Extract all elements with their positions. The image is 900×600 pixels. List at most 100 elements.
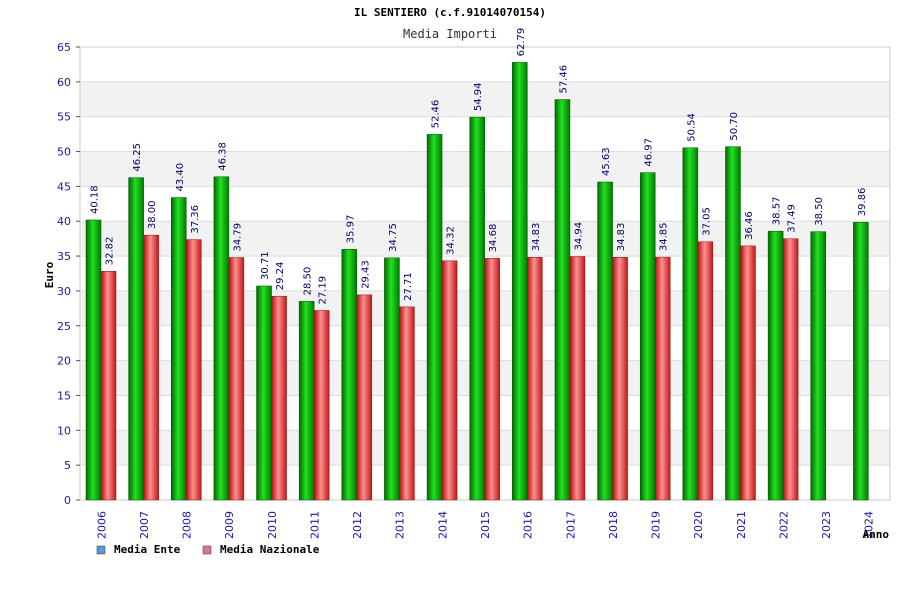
data-label: 38.57 bbox=[772, 197, 783, 226]
data-label: 37.05 bbox=[701, 207, 712, 236]
bar-media-ente bbox=[171, 197, 187, 501]
data-label: 46.97 bbox=[644, 138, 655, 167]
y-tick-label: 30 bbox=[57, 285, 71, 298]
x-tick-label: 2013 bbox=[394, 511, 407, 539]
bar-media-ente bbox=[85, 219, 102, 501]
bar-media-nazionale bbox=[527, 257, 543, 501]
bar-media-ente bbox=[256, 285, 272, 501]
bar-media-nazionale bbox=[143, 234, 159, 501]
x-axis-label: Anno bbox=[863, 528, 890, 541]
data-label: 54.94 bbox=[473, 82, 484, 111]
y-tick-label: 25 bbox=[57, 320, 71, 333]
data-label: 30.71 bbox=[260, 251, 271, 280]
x-tick-label: 2019 bbox=[650, 511, 663, 539]
bar-media-ente bbox=[767, 230, 784, 501]
y-tick-label: 60 bbox=[57, 76, 71, 89]
x-tick-label: 2012 bbox=[351, 511, 364, 539]
data-label: 34.32 bbox=[446, 226, 457, 255]
data-label: 43.40 bbox=[175, 163, 186, 192]
y-tick-label: 20 bbox=[57, 355, 71, 368]
bar-media-nazionale bbox=[399, 306, 415, 501]
x-tick-label: 2009 bbox=[223, 511, 236, 539]
bar-media-nazionale bbox=[782, 238, 799, 501]
x-tick-label: 2018 bbox=[607, 511, 620, 539]
data-label: 45.63 bbox=[601, 147, 612, 176]
bar-media-nazionale bbox=[484, 258, 500, 501]
bar-media-nazionale bbox=[740, 245, 756, 501]
data-label: 57.46 bbox=[558, 65, 569, 94]
bar-media-nazionale bbox=[271, 295, 287, 501]
bar-media-ente bbox=[725, 146, 741, 501]
bar-media-ente bbox=[128, 177, 144, 501]
bar-media-nazionale bbox=[100, 271, 117, 501]
y-tick-label: 15 bbox=[57, 389, 71, 402]
data-label: 29.24 bbox=[275, 262, 286, 291]
bar-media-nazionale bbox=[697, 241, 714, 501]
bar-media-ente bbox=[469, 116, 485, 501]
bar-media-ente bbox=[810, 231, 826, 501]
y-tick-label: 0 bbox=[64, 494, 71, 507]
data-label: 28.50 bbox=[303, 267, 314, 296]
bar-media-nazionale bbox=[569, 256, 586, 501]
bar-media-nazionale bbox=[313, 310, 330, 501]
data-label: 46.25 bbox=[132, 143, 143, 172]
chart-subtitle: Media Importi bbox=[403, 27, 497, 41]
y-tick-label: 65 bbox=[57, 41, 71, 54]
data-label: 40.18 bbox=[90, 185, 101, 214]
bar-media-ente bbox=[384, 257, 400, 501]
data-label: 38.00 bbox=[147, 201, 158, 230]
grid-band bbox=[80, 151, 890, 187]
data-label: 37.36 bbox=[190, 205, 201, 234]
data-label: 62.79 bbox=[516, 28, 527, 57]
data-label: 27.19 bbox=[318, 276, 329, 305]
x-tick-label: 2008 bbox=[181, 511, 194, 539]
y-tick-label: 40 bbox=[57, 215, 71, 228]
bar-media-nazionale bbox=[356, 294, 373, 501]
x-tick-label: 2023 bbox=[820, 511, 833, 539]
data-label: 46.38 bbox=[217, 142, 228, 171]
bar-media-nazionale bbox=[186, 239, 202, 501]
legend: Media Ente Media Nazionale bbox=[96, 543, 320, 556]
bar-media-ente bbox=[298, 301, 315, 501]
bar-media-nazionale bbox=[654, 256, 671, 501]
x-tick-label: 2017 bbox=[564, 511, 577, 539]
data-label: 37.49 bbox=[787, 204, 798, 233]
x-tick-label: 2022 bbox=[777, 511, 790, 539]
y-tick-label: 5 bbox=[64, 459, 71, 472]
y-axis-label: Euro bbox=[43, 261, 56, 288]
data-label: 39.86 bbox=[857, 188, 868, 217]
legend-label-nazionale: Media Nazionale bbox=[220, 543, 320, 556]
bar-media-nazionale bbox=[441, 260, 458, 501]
data-label: 36.46 bbox=[744, 211, 755, 240]
chart-title: IL SENTIERO (c.f.91014070154) bbox=[354, 6, 546, 19]
bar-media-ente bbox=[597, 181, 613, 501]
y-tick-label: 35 bbox=[57, 250, 71, 263]
x-tick-label: 2007 bbox=[138, 511, 151, 539]
data-label: 50.70 bbox=[729, 112, 740, 141]
bar-media-nazionale bbox=[612, 257, 628, 501]
data-label: 38.50 bbox=[814, 197, 825, 226]
bar-media-ente bbox=[426, 134, 443, 501]
legend-swatch-nazionale bbox=[202, 545, 212, 555]
x-tick-label: 2020 bbox=[692, 511, 705, 539]
x-tick-label: 2006 bbox=[95, 511, 108, 539]
legend-label-ente: Media Ente bbox=[114, 543, 181, 556]
data-label: 34.85 bbox=[659, 222, 670, 251]
data-label: 34.83 bbox=[531, 223, 542, 252]
bar-media-ente bbox=[213, 176, 230, 501]
data-label: 34.83 bbox=[616, 223, 627, 252]
x-tick-label: 2010 bbox=[266, 511, 279, 539]
data-label: 34.75 bbox=[388, 223, 399, 252]
data-label: 50.54 bbox=[686, 113, 697, 142]
y-tick-label: 50 bbox=[57, 146, 71, 159]
data-label: 34.94 bbox=[573, 222, 584, 251]
y-tick-label: 55 bbox=[57, 111, 71, 124]
data-label: 27.71 bbox=[403, 272, 414, 301]
y-tick-label: 10 bbox=[57, 424, 71, 437]
data-label: 32.82 bbox=[105, 237, 116, 266]
data-label: 35.97 bbox=[345, 215, 356, 244]
bar-media-nazionale bbox=[228, 257, 245, 501]
bar-media-ente bbox=[853, 221, 869, 501]
grid-band bbox=[80, 81, 890, 117]
